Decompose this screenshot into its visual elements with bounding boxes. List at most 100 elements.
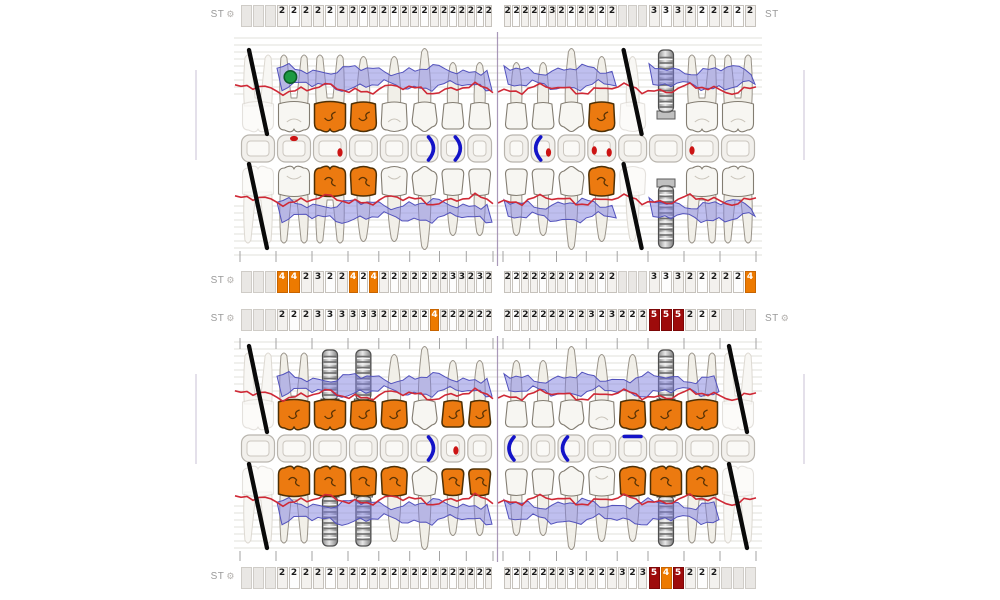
tooth-12-palatal[interactable] [441,168,465,236]
st-cell-tooth-41-2[interactable]: 2 [475,567,484,589]
st-cell-tooth-43-2[interactable]: 2 [420,309,429,331]
tooth-44-buccal[interactable] [380,465,408,542]
st-cell-tooth-16-1[interactable]: 2 [312,5,324,27]
st-cell-tooth-27-1[interactable]: 2 [684,5,696,27]
st-cell-tooth-44-3[interactable]: 2 [399,309,410,331]
tooth-44-occlusal[interactable] [379,434,409,463]
st-cell-tooth-44-2[interactable]: 2 [389,309,399,331]
st-cell-tooth-11-1[interactable]: 2 [466,5,475,27]
st-cell-tooth-33-1[interactable]: 2 [557,309,566,331]
st-cell-tooth-22-3[interactable]: 2 [548,271,556,293]
st-cell-tooth-28-3[interactable]: 4 [744,271,756,293]
st-cell-tooth-41-3[interactable]: 2 [484,567,493,589]
st-cell-tooth-21-3[interactable]: 2 [521,271,530,293]
st-cell-tooth-31-2[interactable]: 2 [512,567,521,589]
st-cell-tooth-41-2[interactable]: 2 [475,309,484,331]
tooth-34-lingual[interactable] [588,354,616,431]
st-cell-tooth-31-1[interactable]: 2 [503,567,512,589]
st-cell-tooth-26-3[interactable]: 3 [672,271,684,293]
tooth-24-palatal[interactable] [588,165,616,242]
st-cell-tooth-24-2[interactable]: 2 [597,271,607,293]
st-cell-tooth-33-3[interactable]: 2 [576,309,586,331]
st-cell-tooth-12-3[interactable]: 3 [457,271,466,293]
st-cell-tooth-48-1[interactable] [240,309,252,331]
st-cell-tooth-16-3[interactable]: 2 [336,5,348,27]
tooth-14-palatal[interactable] [380,165,408,242]
st-cell-tooth-15-2[interactable]: 2 [358,5,369,27]
st-cell-tooth-22-2[interactable]: 2 [539,271,548,293]
st-cell-tooth-21-1[interactable]: 2 [503,271,512,293]
tooth-41-occlusal[interactable] [467,434,493,463]
st-cell-tooth-42-1[interactable]: 2 [440,309,448,331]
st-cell-tooth-35-1[interactable]: 3 [617,567,627,589]
tooth-23-occlusal[interactable] [557,134,586,163]
st-cell-tooth-47-3[interactable]: 2 [300,567,312,589]
st-cell-tooth-42-3[interactable]: 2 [457,567,466,589]
st-cell-tooth-38-3[interactable] [744,567,756,589]
st-cell-tooth-48-2[interactable] [252,567,264,589]
tooth-31-occlusal[interactable] [503,434,529,463]
st-cell-tooth-11-3[interactable]: 2 [484,271,493,293]
st-cell-tooth-24-3[interactable]: 2 [607,271,617,293]
st-cell-tooth-12-1[interactable]: 2 [440,5,448,27]
tooth-48-occlusal[interactable] [240,434,276,463]
st-cell-tooth-47-2[interactable]: 2 [288,567,300,589]
st-cell-tooth-17-3[interactable]: 2 [300,5,312,27]
st-cell-tooth-34-2[interactable]: 2 [597,309,607,331]
st-cell-tooth-43-1[interactable]: 2 [410,309,420,331]
st-cell-tooth-33-3[interactable]: 2 [576,567,586,589]
st-cell-tooth-18-3[interactable] [264,5,276,27]
st-cell-tooth-47-1[interactable]: 2 [276,567,288,589]
st-cell-tooth-48-3[interactable] [264,309,276,331]
root-marker-green-icon[interactable] [283,69,298,84]
st-cell-tooth-27-2[interactable]: 2 [696,271,708,293]
st-cell-tooth-22-1[interactable]: 2 [530,271,539,293]
st-cell-tooth-25-2[interactable] [627,271,638,293]
tooth-33-occlusal[interactable] [557,434,586,463]
st-cell-tooth-34-3[interactable]: 2 [607,567,617,589]
st-cell-tooth-37-1[interactable]: 2 [684,567,696,589]
st-cell-tooth-21-1[interactable]: 2 [503,5,512,27]
st-cell-tooth-46-2[interactable]: 3 [324,309,336,331]
st-cell-tooth-28-1[interactable]: 2 [720,271,732,293]
st-cell-tooth-13-3[interactable]: 2 [430,271,439,293]
st-cell-tooth-16-2[interactable]: 2 [324,271,336,293]
st-cell-tooth-11-3[interactable]: 2 [484,5,493,27]
st-cell-tooth-35-3[interactable]: 2 [638,309,648,331]
st-cell-tooth-11-1[interactable]: 2 [466,271,475,293]
st-cell-tooth-21-2[interactable]: 2 [512,271,521,293]
tooth-43-occlusal[interactable] [410,434,439,463]
st-cell-tooth-34-1[interactable]: 2 [586,567,597,589]
st-cell-tooth-26-3[interactable]: 3 [672,5,684,27]
tooth-16-palatal[interactable] [313,165,347,244]
st-settings-icon[interactable]: ⚙ [226,571,235,581]
st-cell-tooth-28-3[interactable]: 2 [744,5,756,27]
st-cell-tooth-38-2[interactable] [732,309,744,331]
st-cell-tooth-36-3[interactable]: 5 [672,567,684,589]
st-cell-tooth-13-2[interactable]: 2 [420,271,429,293]
st-cell-tooth-14-3[interactable]: 2 [399,271,410,293]
st-cell-tooth-14-3[interactable]: 2 [399,5,410,27]
st-cell-tooth-14-1[interactable]: 2 [379,5,389,27]
st-cell-tooth-17-1[interactable]: 4 [276,271,288,293]
tooth-11-palatal[interactable] [468,168,492,236]
st-cell-tooth-43-2[interactable]: 2 [420,567,429,589]
st-cell-tooth-26-2[interactable]: 3 [660,271,672,293]
st-cell-tooth-21-2[interactable]: 2 [512,5,521,27]
tooth-18-occlusal[interactable] [240,134,276,163]
st-cell-tooth-45-3[interactable]: 3 [369,309,379,331]
st-cell-tooth-28-1[interactable]: 2 [720,5,732,27]
st-cell-tooth-24-1[interactable]: 2 [586,271,597,293]
st-cell-tooth-23-3[interactable]: 2 [576,5,586,27]
st-cell-tooth-36-2[interactable]: 4 [660,567,672,589]
st-cell-tooth-18-2[interactable] [252,5,264,27]
st-cell-tooth-47-2[interactable]: 2 [288,309,300,331]
st-cell-tooth-23-1[interactable]: 2 [557,5,566,27]
st-cell-tooth-13-3[interactable]: 2 [430,5,439,27]
st-cell-tooth-18-3[interactable] [264,271,276,293]
st-cell-tooth-25-1[interactable] [617,271,627,293]
tooth-22-palatal[interactable] [531,168,555,236]
st-cell-tooth-14-2[interactable]: 2 [389,5,399,27]
tooth-22-buccal[interactable] [531,62,555,130]
st-cell-tooth-36-2[interactable]: 5 [660,309,672,331]
